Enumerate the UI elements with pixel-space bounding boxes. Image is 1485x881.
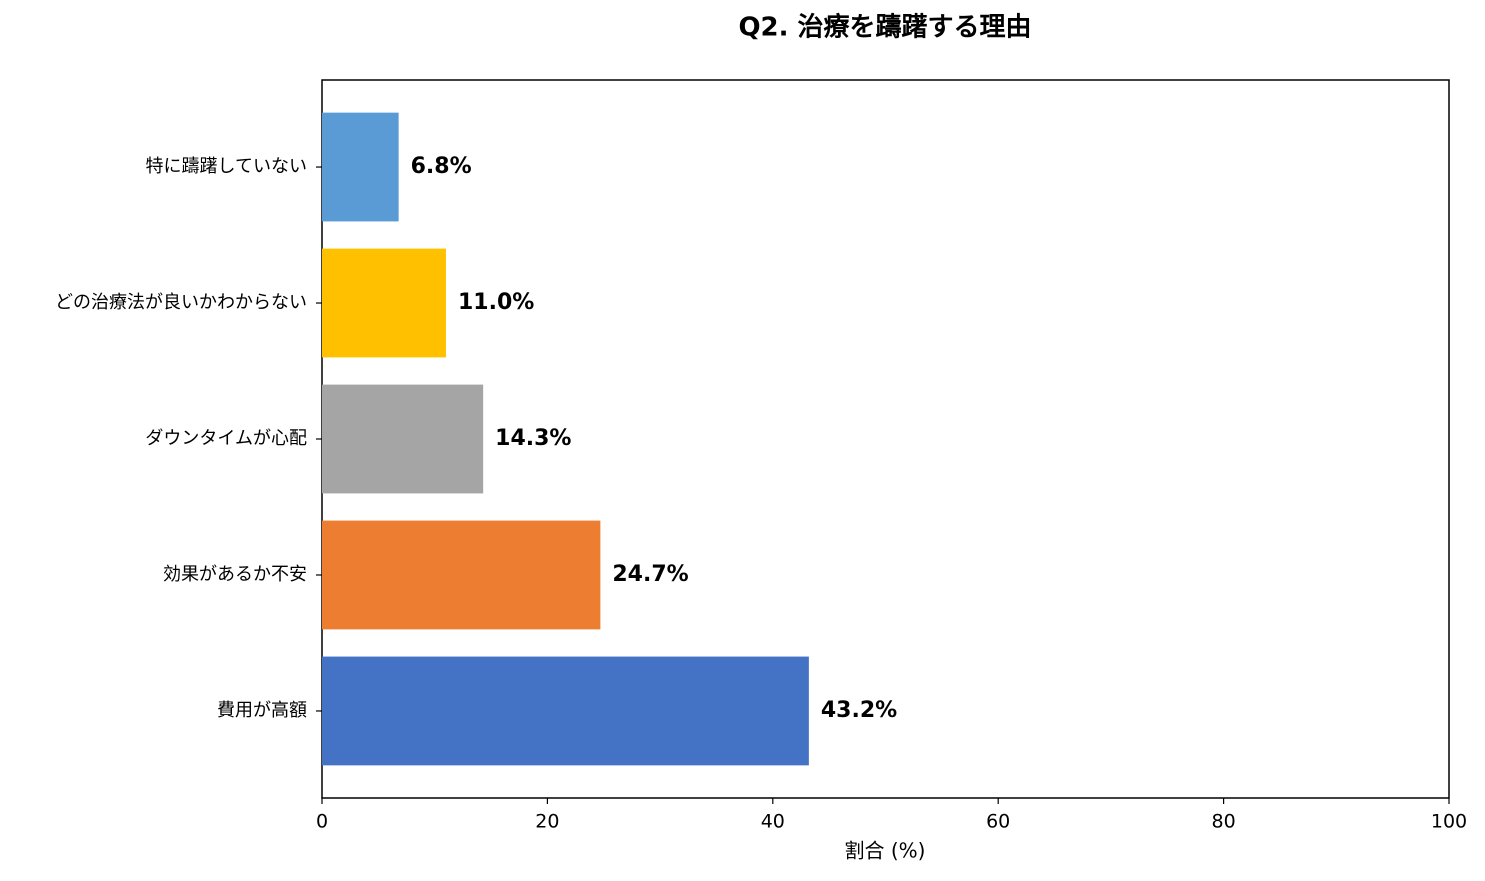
value-label: 11.0% (458, 290, 534, 315)
bar (322, 248, 446, 358)
bar (322, 656, 809, 766)
value-label: 24.7% (612, 562, 688, 587)
x-axis-label: 割合 (%) (845, 839, 926, 863)
y-tick-label: 効果があるか不安 (163, 564, 307, 585)
y-tick-label: ダウンタイムが心配 (145, 428, 307, 449)
y-tick-label: どの治療法が良いかわからない (55, 292, 307, 313)
y-tick-label: 費用が高額 (217, 700, 307, 721)
x-tick-label: 60 (986, 811, 1010, 833)
value-label: 43.2% (821, 698, 897, 723)
x-tick-label: 100 (1431, 811, 1467, 833)
bar (322, 520, 601, 630)
x-tick-label: 80 (1212, 811, 1236, 833)
x-tick-label: 40 (761, 811, 785, 833)
value-label: 14.3% (495, 426, 571, 451)
x-tick-label: 20 (535, 811, 559, 833)
x-tick-label: 0 (316, 811, 328, 833)
bar (322, 112, 399, 222)
bar (322, 384, 484, 494)
chart-title: Q2. 治療を躊躇する理由 (738, 13, 1031, 43)
value-label: 6.8% (411, 154, 472, 179)
y-tick-label: 特に躊躇していない (146, 155, 307, 177)
